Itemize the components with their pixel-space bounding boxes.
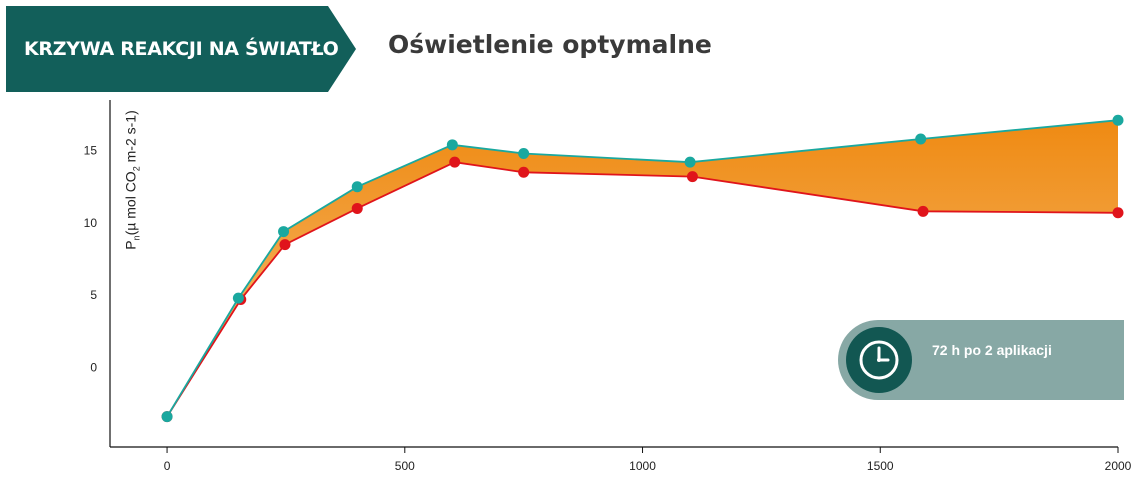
data-point-treated <box>915 133 927 145</box>
data-point-control <box>351 202 363 214</box>
data-point-treated <box>161 411 173 423</box>
data-point-treated <box>351 181 363 193</box>
area-between-series <box>167 120 1119 417</box>
data-point-treated <box>232 292 244 304</box>
tag-arrow-shape <box>6 6 356 92</box>
x-tick-label: 500 <box>395 459 415 473</box>
x-tick-label: 1500 <box>867 459 894 473</box>
y-axis-label: Pn(µ mol CO2 m-2 s-1) <box>122 110 142 250</box>
y-tick-label: 15 <box>84 144 98 158</box>
x-tick-label: 0 <box>164 459 171 473</box>
x-tick-label: 1000 <box>629 459 656 473</box>
y-tick-label: 5 <box>90 288 97 302</box>
badge-bar <box>878 320 1124 400</box>
data-point-control <box>686 171 698 183</box>
data-point-treated <box>684 156 696 168</box>
badge-circle <box>838 320 918 400</box>
data-point-control <box>1112 207 1124 219</box>
data-point-control <box>917 205 929 217</box>
timing-badge: 72 h po 2 aplikacji <box>838 320 1124 400</box>
data-point-treated <box>446 139 458 151</box>
data-point-treated <box>1112 114 1124 126</box>
y-tick-label: 0 <box>90 360 97 374</box>
data-point-treated <box>278 226 290 238</box>
badge-text: 72 h po 2 aplikacji <box>932 342 1052 358</box>
x-tick-label: 2000 <box>1105 459 1132 473</box>
chart-subtitle: Oświetlenie optymalne <box>388 30 712 59</box>
data-point-treated <box>518 147 530 159</box>
tag-label: KRZYWA REAKCJI NA ŚWIATŁO <box>24 38 339 60</box>
data-point-control <box>449 156 461 168</box>
chart-tag: KRZYWA REAKCJI NA ŚWIATŁO <box>6 6 356 92</box>
y-tick-label: 10 <box>84 216 98 230</box>
data-point-control <box>279 239 291 251</box>
clock-icon <box>846 327 912 393</box>
data-point-control <box>518 166 530 178</box>
